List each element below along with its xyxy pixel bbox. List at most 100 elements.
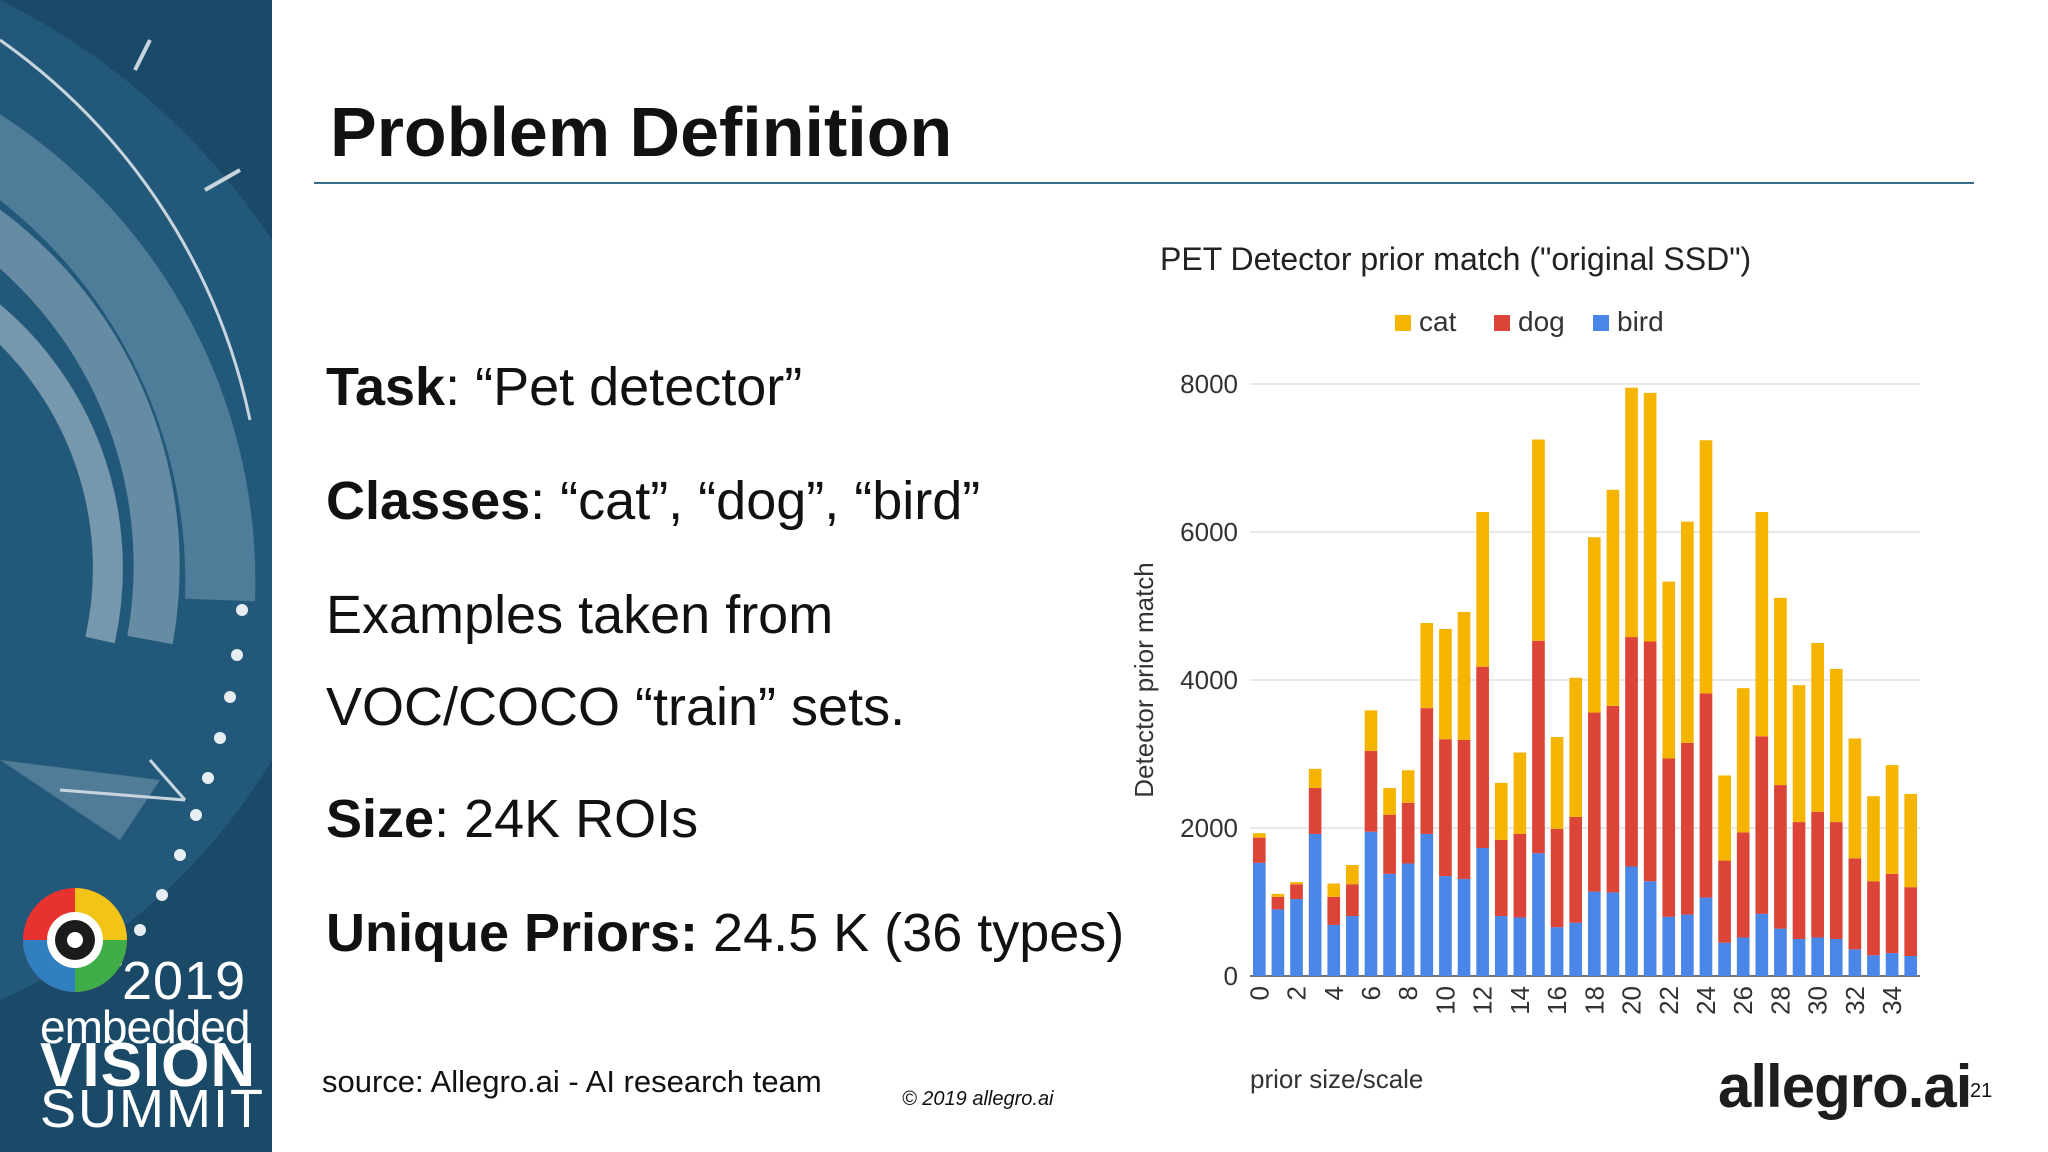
bar-bird-18	[1587, 891, 1601, 976]
bar-dog-35	[1904, 887, 1918, 957]
x-tick-label: 26	[1728, 986, 1758, 1015]
y-tick-label: 2000	[1180, 813, 1238, 843]
legend-label-dog: dog	[1518, 306, 1565, 337]
bar-bird-33	[1867, 955, 1880, 976]
bar-dog-4	[1327, 896, 1341, 925]
bar-bird-1	[1271, 909, 1285, 976]
bar-bird-31	[1829, 939, 1843, 976]
copyright-note: © 2019 allegro.ai	[902, 1088, 1054, 1110]
sidebar-banner: 2019 embedded VISION SUMMIT	[0, 0, 272, 1152]
bar-cat-3	[1308, 768, 1322, 789]
bar-cat-34	[1885, 765, 1899, 874]
x-tick-label: 20	[1617, 986, 1647, 1015]
bar-bird-8	[1401, 863, 1415, 976]
bar-cat-31	[1829, 668, 1843, 823]
bar-cat-9	[1420, 623, 1434, 709]
size-label: Size	[326, 789, 435, 849]
x-tick-label: 32	[1840, 986, 1870, 1015]
bar-dog-13	[1494, 839, 1508, 917]
bar-bird-23	[1681, 914, 1694, 976]
bar-cat-26	[1736, 688, 1750, 833]
bar-dog-29	[1792, 822, 1806, 939]
bar-dog-30	[1811, 811, 1824, 938]
bar-cat-18	[1587, 537, 1601, 713]
bar-bird-13	[1494, 916, 1508, 976]
legend-swatch-dog	[1494, 315, 1510, 331]
page-number: 21	[1970, 1080, 1993, 1102]
bar-cat-6	[1364, 710, 1378, 752]
bar-bird-32	[1848, 949, 1862, 976]
bar-cat-14	[1513, 752, 1527, 834]
sidebar-decoration	[0, 0, 272, 1000]
examples-line-2: VOC/COCO “train” sets.	[326, 677, 906, 737]
bar-dog-8	[1401, 802, 1415, 864]
bar-cat-22	[1662, 581, 1676, 759]
x-tick-label: 28	[1765, 986, 1795, 1015]
bar-dog-26	[1736, 832, 1750, 938]
x-tick-label: 16	[1542, 986, 1572, 1015]
bar-cat-12	[1476, 512, 1489, 667]
bar-dog-27	[1755, 736, 1769, 914]
x-tick-label: 8	[1393, 986, 1423, 1000]
bar-cat-17	[1569, 677, 1583, 817]
bar-cat-28	[1774, 597, 1787, 786]
bar-cat-13	[1494, 782, 1508, 840]
x-axis-title: prior size/scale	[1250, 1064, 1423, 1094]
summit-vision: VISION	[40, 1031, 257, 1100]
bar-cat-29	[1792, 685, 1806, 823]
summit-summit: SUMMIT	[40, 1079, 265, 1139]
bar-cat-16	[1550, 736, 1564, 829]
bar-bird-19	[1606, 892, 1620, 976]
bar-dog-0	[1252, 837, 1266, 863]
bar-cat-2	[1290, 882, 1303, 885]
classes-value: : “cat”, “dog”, “bird”	[530, 471, 981, 531]
bar-cat-20	[1625, 387, 1638, 638]
bar-bird-16	[1550, 927, 1564, 976]
bar-bird-27	[1755, 913, 1769, 976]
bar-cat-5	[1346, 865, 1359, 885]
bar-cat-33	[1867, 796, 1880, 882]
slide-title: Problem Definition	[330, 93, 953, 171]
bar-dog-1	[1271, 896, 1285, 910]
priors-line: Unique Priors: 24.5 K (36 types)	[326, 902, 1124, 964]
task-value: : “Pet detector”	[445, 357, 803, 417]
bar-cat-32	[1848, 738, 1862, 859]
priors-label: Unique Priors:	[326, 903, 699, 963]
bar-dog-9	[1420, 708, 1434, 834]
bar-bird-7	[1383, 873, 1396, 976]
title-divider	[314, 182, 1974, 184]
bar-cat-35	[1904, 793, 1918, 888]
bar-dog-34	[1885, 873, 1899, 954]
chart-title: PET Detector prior match ("original SSD"…	[1160, 241, 1751, 277]
task-label: Task	[326, 357, 446, 417]
bar-bird-20	[1625, 866, 1638, 976]
bar-dog-3	[1308, 788, 1322, 834]
bar-bird-2	[1290, 899, 1303, 976]
bar-cat-19	[1606, 489, 1620, 706]
bar-bird-4	[1327, 924, 1341, 976]
bar-bird-14	[1513, 917, 1527, 976]
priors-value: 24.5 K (36 types)	[698, 903, 1125, 963]
bar-dog-10	[1439, 739, 1452, 877]
bar-cat-11	[1457, 611, 1471, 740]
x-tick-label: 14	[1505, 986, 1535, 1015]
bar-bird-35	[1904, 956, 1918, 976]
bar-dog-19	[1606, 705, 1620, 893]
y-tick-label: 6000	[1180, 517, 1238, 547]
bar-bird-24	[1699, 897, 1713, 976]
bar-dog-22	[1662, 758, 1676, 917]
bar-bird-15	[1532, 853, 1545, 976]
bar-dog-7	[1383, 814, 1396, 874]
bar-dog-15	[1532, 640, 1545, 854]
summit-logo-icon	[23, 888, 127, 992]
classes-label: Classes	[326, 471, 531, 531]
bar-cat-8	[1401, 770, 1415, 803]
x-tick-label: 18	[1579, 986, 1609, 1015]
bar-cat-25	[1718, 775, 1731, 861]
bar-bird-26	[1736, 937, 1750, 976]
legend-label-cat: cat	[1419, 306, 1457, 337]
bar-bird-6	[1364, 831, 1378, 976]
bar-dog-5	[1346, 884, 1359, 917]
bar-bird-22	[1662, 916, 1676, 976]
bar-cat-10	[1439, 628, 1452, 740]
